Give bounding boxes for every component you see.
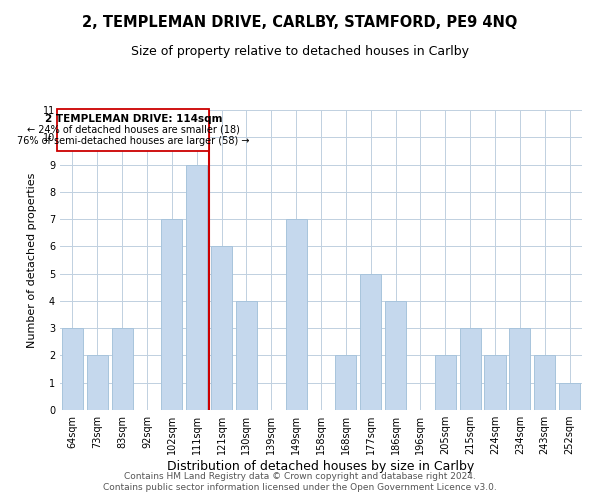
- Bar: [87, 356, 108, 410]
- X-axis label: Distribution of detached houses by size in Carlby: Distribution of detached houses by size …: [167, 460, 475, 473]
- Bar: [385, 301, 406, 410]
- FancyBboxPatch shape: [58, 108, 209, 151]
- Bar: [186, 164, 207, 410]
- Bar: [509, 328, 530, 410]
- Bar: [161, 219, 182, 410]
- Text: Contains HM Land Registry data © Crown copyright and database right 2024.: Contains HM Land Registry data © Crown c…: [124, 472, 476, 481]
- Bar: [559, 382, 580, 410]
- Text: 2, TEMPLEMAN DRIVE, CARLBY, STAMFORD, PE9 4NQ: 2, TEMPLEMAN DRIVE, CARLBY, STAMFORD, PE…: [82, 15, 518, 30]
- Bar: [62, 328, 83, 410]
- Bar: [335, 356, 356, 410]
- Bar: [460, 328, 481, 410]
- Bar: [360, 274, 381, 410]
- Text: ← 24% of detached houses are smaller (18): ← 24% of detached houses are smaller (18…: [27, 125, 240, 135]
- Text: Contains public sector information licensed under the Open Government Licence v3: Contains public sector information licen…: [103, 484, 497, 492]
- Text: 76% of semi-detached houses are larger (58) →: 76% of semi-detached houses are larger (…: [17, 136, 250, 146]
- Bar: [286, 219, 307, 410]
- Y-axis label: Number of detached properties: Number of detached properties: [28, 172, 37, 348]
- Bar: [112, 328, 133, 410]
- Bar: [211, 246, 232, 410]
- Bar: [484, 356, 506, 410]
- Text: Size of property relative to detached houses in Carlby: Size of property relative to detached ho…: [131, 45, 469, 58]
- Text: 2 TEMPLEMAN DRIVE: 114sqm: 2 TEMPLEMAN DRIVE: 114sqm: [44, 114, 222, 124]
- Bar: [435, 356, 456, 410]
- Bar: [236, 301, 257, 410]
- Bar: [534, 356, 555, 410]
